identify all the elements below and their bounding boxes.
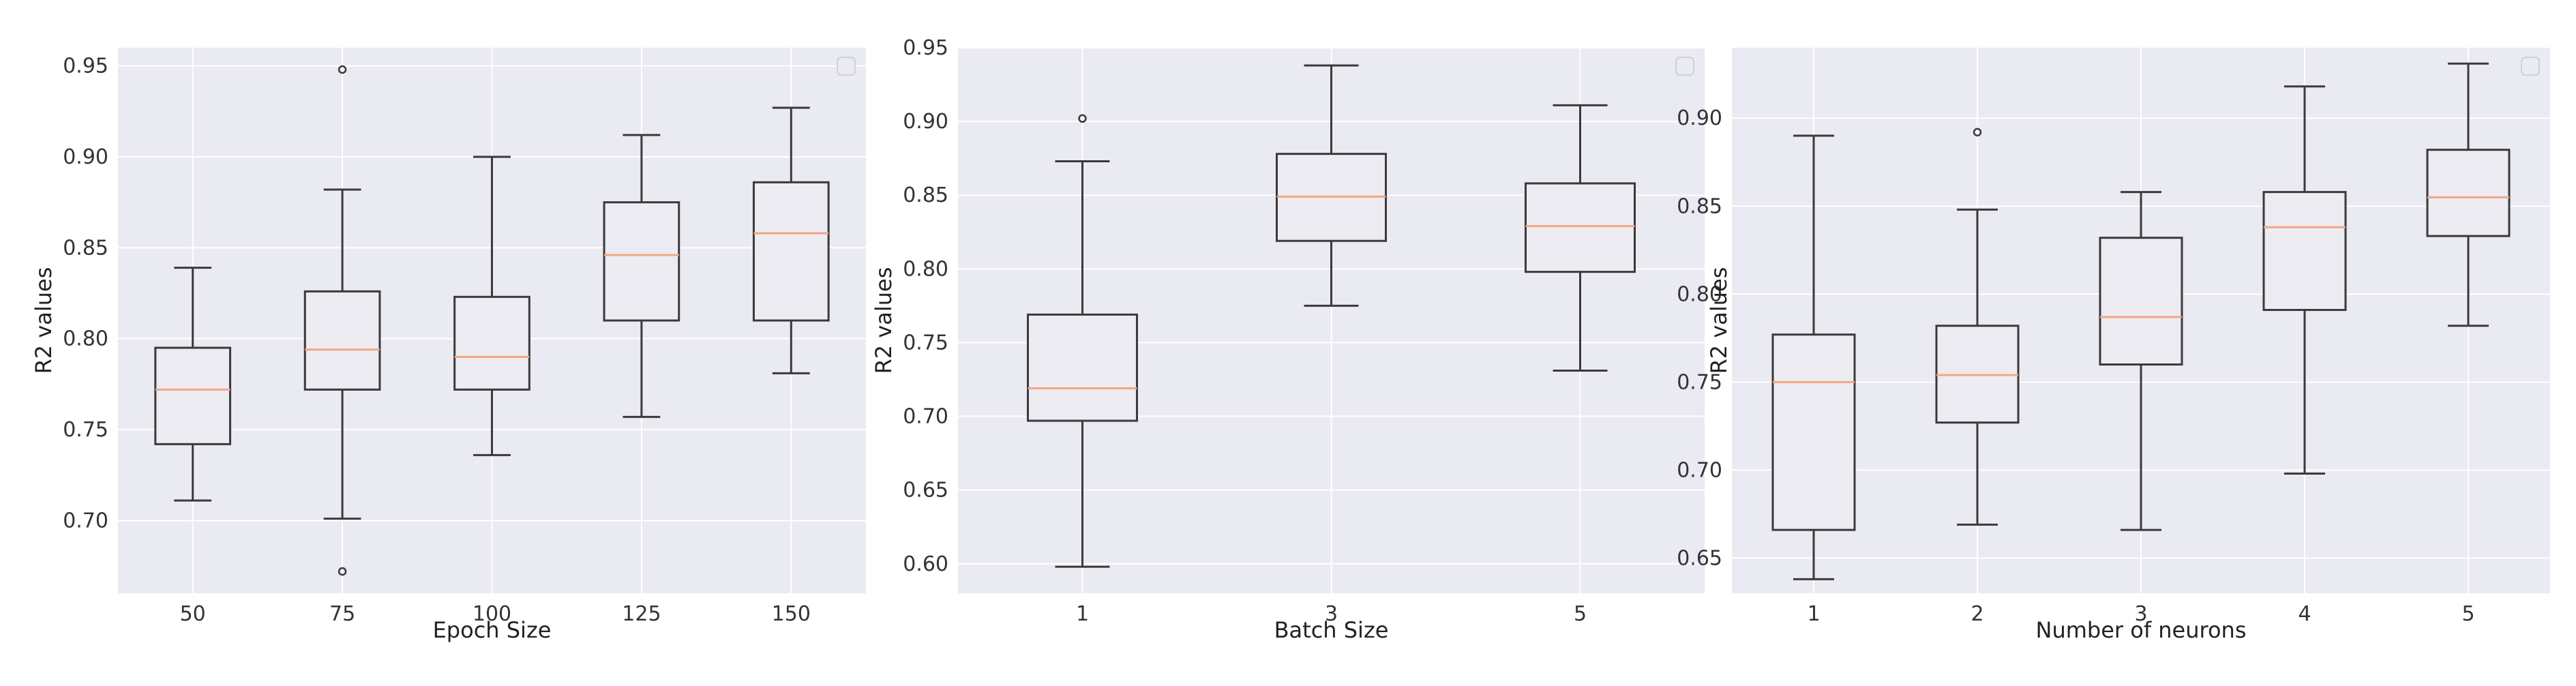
y-axis-label: R2 values: [871, 267, 897, 374]
y-axis-label: R2 values: [31, 267, 57, 374]
chart-panel-1: 0.70 0.75 0.80 0.85 0.90 0.95 50 75 100 125 150 Epo…: [31, 48, 866, 643]
y-tick-label: 0.80: [63, 327, 108, 351]
y-tick-label: 0.85: [903, 183, 948, 207]
box-4: [2262, 85, 2347, 475]
box-5: [1525, 104, 1636, 372]
x-tick-label: 5: [2461, 602, 2474, 626]
box-1: [1771, 134, 1856, 580]
y-tick-label: 0.65: [1677, 546, 1722, 570]
box-iqr: [752, 181, 830, 322]
y-tick-label: 0.90: [63, 145, 108, 169]
box-50: [154, 267, 232, 502]
y-tick-label: 0.75: [63, 418, 108, 442]
outlier-point: [338, 567, 347, 576]
y-tick-label: 0.70: [63, 509, 108, 533]
box-2: [1935, 128, 2020, 526]
box-3: [2099, 191, 2183, 531]
chart-panel-3: 0.65 0.70 0.75 0.80 0.85 0.90 1 2 3 4 5 Number of n…: [1677, 48, 2550, 643]
x-tick-label: 100: [473, 602, 511, 626]
box-1: [1027, 114, 1138, 568]
outlier-point: [338, 65, 347, 74]
box-iqr: [453, 295, 530, 391]
outlier-point: [1078, 114, 1087, 123]
x-tick-label: 4: [2298, 602, 2311, 626]
box-iqr: [2099, 237, 2183, 366]
box-iqr: [603, 201, 680, 322]
y-tick-label: 0.75: [903, 331, 948, 355]
box-iqr: [1525, 182, 1636, 273]
x-tick-label: 3: [2134, 602, 2147, 626]
x-axis-label: Batch Size: [1274, 617, 1389, 643]
outlier-point: [1973, 128, 1982, 137]
x-tick-label: 1: [1807, 602, 1820, 626]
y-tick-label: 0.75: [1677, 370, 1722, 394]
box-3: [1276, 64, 1387, 307]
x-tick-label: 50: [180, 602, 206, 626]
box-iqr: [303, 290, 381, 391]
x-axis-label: Number of neurons: [2036, 617, 2247, 643]
y-tick-label: 0.80: [903, 257, 948, 281]
y-axis-label: R2 values: [1706, 267, 1732, 374]
box-150: [752, 106, 830, 374]
x-tick-label: 2: [1971, 602, 1983, 626]
x-tick-label: 1: [1076, 602, 1089, 626]
box-iqr: [154, 346, 232, 445]
y-tick-label: 0.90: [903, 110, 948, 134]
box-5: [2426, 62, 2511, 327]
box-iqr: [1027, 313, 1138, 422]
box-125: [603, 134, 680, 418]
y-tick-label: 0.70: [1677, 458, 1722, 482]
y-tick-label: 0.60: [903, 552, 948, 576]
y-tick-label: 0.80: [1677, 282, 1722, 306]
x-axis-label: Epoch Size: [433, 617, 552, 643]
box-iqr: [1771, 333, 1856, 531]
box-iqr: [2426, 149, 2511, 237]
x-tick-label: 150: [772, 602, 811, 626]
x-tick-label: 75: [329, 602, 355, 626]
box-iqr: [2262, 191, 2347, 312]
y-tick-label: 0.95: [903, 36, 948, 60]
y-tick-label: 0.85: [63, 236, 108, 260]
y-tick-label: 0.90: [1677, 106, 1722, 130]
legend-box: [2521, 57, 2540, 76]
box-75: [303, 65, 381, 576]
x-tick-label: 3: [1325, 602, 1338, 626]
box-100: [453, 155, 530, 456]
y-tick-label: 0.70: [903, 405, 948, 429]
y-tick-label: 0.95: [63, 55, 108, 78]
y-tick-label: 0.85: [1677, 194, 1722, 218]
chart-panel-2: 0.60 0.65 0.70 0.75 0.80 0.85 0.90 0.95 1 3 5 Batch…: [871, 36, 1705, 643]
y-tick-label: 0.65: [903, 479, 948, 503]
legend-box: [1675, 57, 1694, 76]
legend-box: [837, 57, 856, 76]
x-tick-label: 125: [622, 602, 661, 626]
x-tick-label: 5: [1574, 602, 1587, 626]
